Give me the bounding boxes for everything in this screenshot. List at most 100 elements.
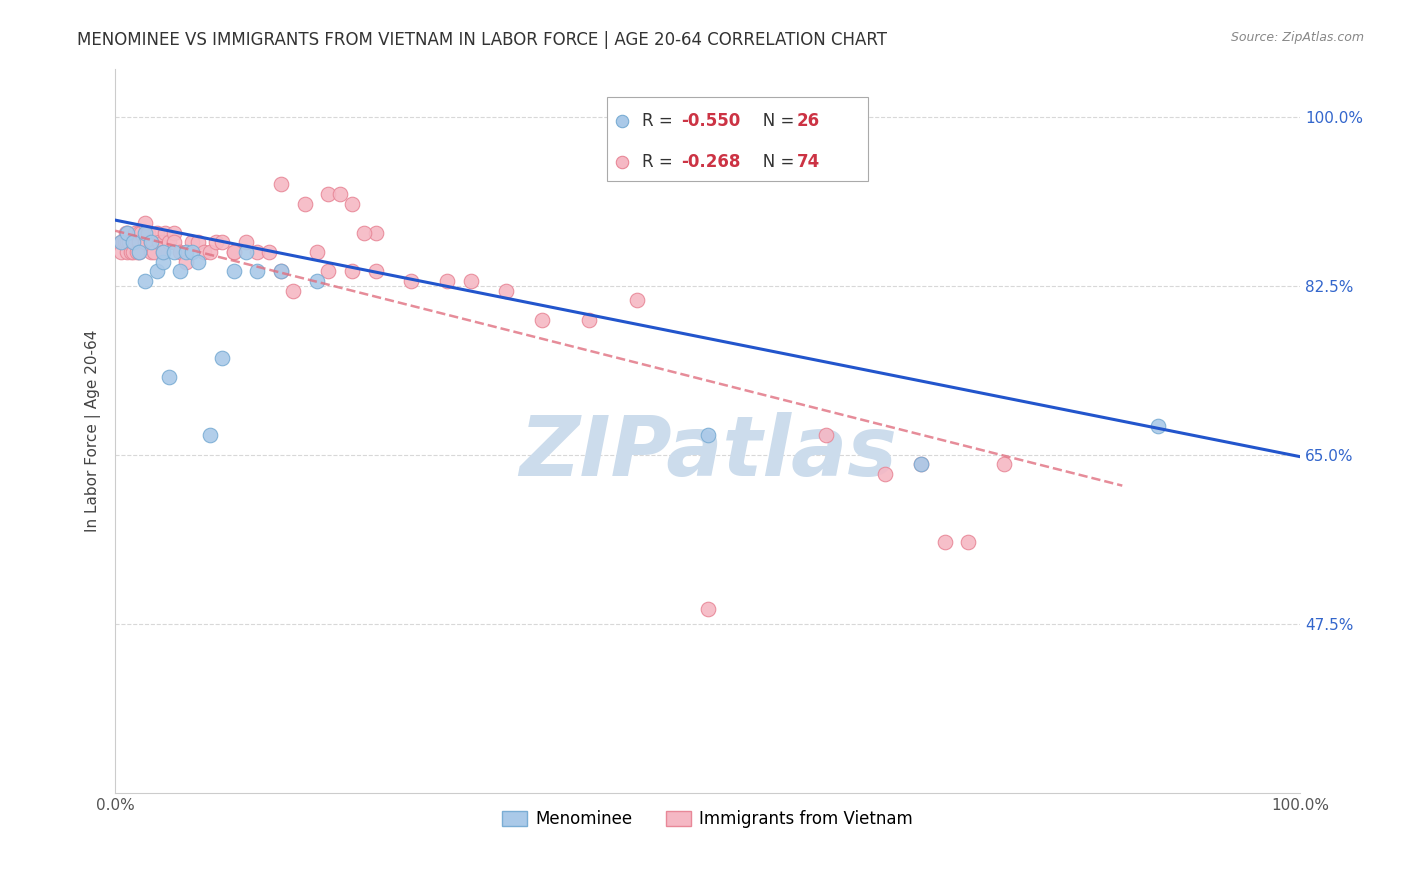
Point — [128, 244, 150, 259]
Point — [115, 226, 138, 240]
Point — [174, 244, 197, 259]
Point — [696, 428, 718, 442]
Text: MENOMINEE VS IMMIGRANTS FROM VIETNAM IN LABOR FORCE | AGE 20-64 CORRELATION CHAR: MENOMINEE VS IMMIGRANTS FROM VIETNAM IN … — [77, 31, 887, 49]
Point — [139, 235, 162, 250]
Point — [193, 244, 215, 259]
Point — [114, 235, 136, 250]
Point — [138, 226, 160, 240]
Point — [157, 235, 180, 250]
Legend: Menominee, Immigrants from Vietnam: Menominee, Immigrants from Vietnam — [495, 804, 920, 835]
Point — [122, 235, 145, 250]
FancyBboxPatch shape — [607, 97, 868, 181]
Point — [153, 226, 176, 240]
Text: N =: N = — [747, 112, 800, 130]
Point — [318, 264, 340, 278]
Point — [134, 216, 156, 230]
Point — [139, 244, 162, 259]
Point — [115, 226, 138, 240]
Point — [120, 244, 142, 259]
Point — [815, 428, 838, 442]
Point — [128, 244, 150, 259]
Y-axis label: In Labor Force | Age 20-64: In Labor Force | Age 20-64 — [86, 329, 101, 532]
Point — [270, 178, 292, 192]
Point — [110, 244, 132, 259]
Text: R =: R = — [643, 112, 679, 130]
Point — [181, 235, 204, 250]
Point — [246, 264, 269, 278]
Point — [187, 235, 209, 250]
Point — [257, 244, 280, 259]
Point — [957, 534, 980, 549]
Text: -0.550: -0.550 — [682, 112, 741, 130]
Point — [401, 274, 423, 288]
Point — [1146, 418, 1168, 433]
Point — [163, 244, 186, 259]
Point — [198, 244, 221, 259]
Text: -0.268: -0.268 — [682, 153, 741, 171]
Point — [112, 235, 135, 250]
Point — [115, 226, 138, 240]
Point — [152, 244, 174, 259]
Point — [222, 244, 245, 259]
Point — [294, 196, 316, 211]
Point — [281, 284, 304, 298]
Point — [530, 312, 553, 326]
Point — [122, 235, 145, 250]
Point — [110, 235, 132, 250]
Point — [305, 244, 328, 259]
Point — [110, 235, 132, 250]
Point — [578, 312, 600, 326]
Point — [626, 293, 648, 308]
Point — [222, 264, 245, 278]
Point — [187, 254, 209, 268]
Text: ZIPatlas: ZIPatlas — [519, 412, 897, 492]
Point — [124, 226, 146, 240]
Point — [910, 458, 932, 472]
Point — [145, 226, 167, 240]
Point — [211, 351, 233, 366]
Point — [318, 187, 340, 202]
Text: 26: 26 — [796, 112, 820, 130]
Point — [128, 226, 150, 240]
Point — [934, 534, 956, 549]
Point — [198, 428, 221, 442]
Point — [181, 244, 204, 259]
Point — [270, 264, 292, 278]
Point — [118, 235, 141, 250]
Point — [329, 187, 352, 202]
Point — [139, 235, 162, 250]
Point — [169, 244, 191, 259]
Point — [134, 235, 156, 250]
Text: R =: R = — [643, 153, 679, 171]
Point — [340, 264, 363, 278]
Point — [495, 284, 517, 298]
Point — [142, 235, 165, 250]
Point — [174, 254, 197, 268]
Point — [436, 274, 458, 288]
Point — [115, 244, 138, 259]
Text: Source: ZipAtlas.com: Source: ZipAtlas.com — [1230, 31, 1364, 45]
Point — [134, 274, 156, 288]
Point — [122, 244, 145, 259]
Point — [169, 264, 191, 278]
Point — [696, 602, 718, 616]
Point — [163, 226, 186, 240]
Point — [612, 179, 634, 194]
Point — [129, 226, 152, 240]
Point — [305, 274, 328, 288]
Point — [134, 226, 156, 240]
Text: 74: 74 — [796, 153, 820, 171]
Point — [364, 226, 387, 240]
Text: N =: N = — [747, 153, 800, 171]
Point — [222, 244, 245, 259]
Point — [235, 235, 257, 250]
Point — [353, 226, 375, 240]
Point — [125, 244, 148, 259]
Point — [205, 235, 228, 250]
Point — [993, 458, 1015, 472]
Point — [364, 264, 387, 278]
Point — [145, 264, 167, 278]
Point — [152, 244, 174, 259]
Point — [460, 274, 482, 288]
Point — [211, 235, 233, 250]
